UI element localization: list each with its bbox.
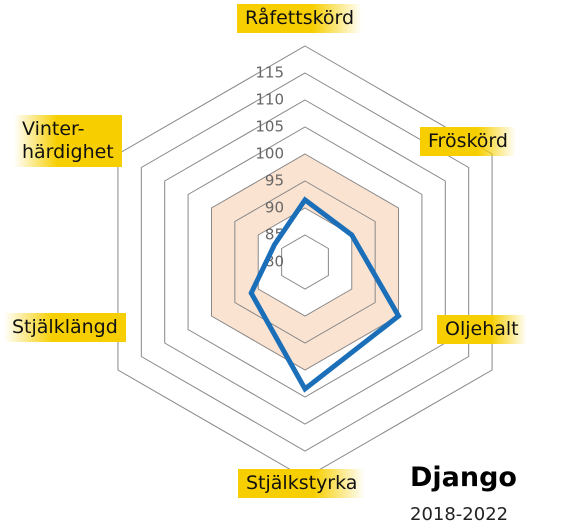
tick-label: 115	[255, 64, 284, 82]
axis-label: Oljehalt	[437, 315, 527, 344]
grid-ring	[281, 234, 329, 290]
axis-label: Fröskörd	[420, 127, 516, 156]
axis-label: Stjälklängd	[4, 313, 126, 342]
tick-label: 100	[255, 145, 284, 163]
chart-subtitle: 2018-2022	[410, 504, 509, 525]
tick-label: 105	[255, 118, 284, 136]
tick-label: 110	[255, 91, 284, 109]
grid-ring	[140, 72, 470, 452]
axis-label: Stjälkstyrka	[238, 469, 366, 498]
chart-title: Django	[410, 462, 517, 493]
axis-label: Vinter- härdighet	[14, 115, 122, 167]
tick-label: 95	[265, 172, 284, 190]
axis-label: Råfettskörd	[237, 4, 363, 33]
grid-ring	[164, 99, 446, 425]
grid-ring	[210, 153, 400, 371]
grid-ring	[234, 180, 376, 344]
grid-ring	[187, 126, 423, 398]
tick-label: 90	[265, 199, 284, 217]
